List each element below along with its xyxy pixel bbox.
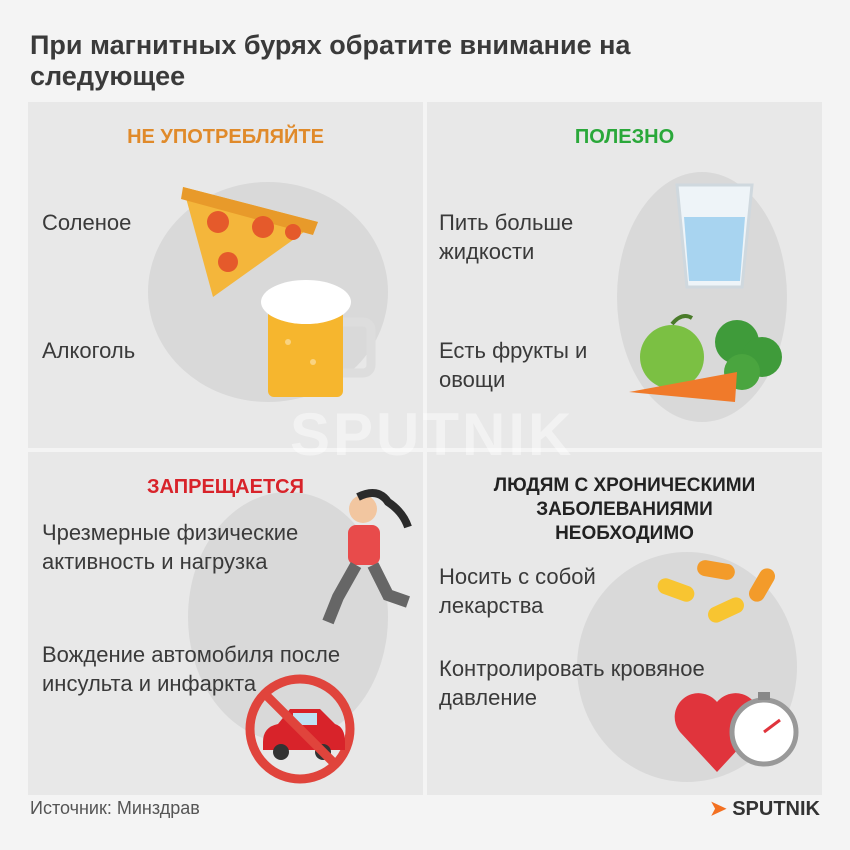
heart-pressure-icon xyxy=(674,692,799,772)
runner-icon xyxy=(322,489,412,625)
brand-name: SPUTNIK xyxy=(732,798,820,820)
item-text: Есть фрукты и овощи xyxy=(439,338,588,392)
item-text: Носить с собой лекарства xyxy=(439,564,596,618)
item-text: Пить больше жидкости xyxy=(439,210,574,264)
fruits-vegetables-icon xyxy=(629,314,782,402)
page-title: При магнитных бурях обратите внимание на… xyxy=(30,30,631,91)
panel-forbidden: ЗАПРЕЩАЕТСЯ Чрезмерные физические активн… xyxy=(28,452,423,795)
pills-icon xyxy=(657,560,775,623)
panel-useful: ПОЛЕЗНО Пить больше жидкости Есть фрукты… xyxy=(427,102,822,448)
watermark: SPUTNIK xyxy=(290,401,575,468)
panel-heading: ЗАПРЕЩАЕТСЯ xyxy=(147,476,304,498)
source-text: Источник: Минздрав xyxy=(30,798,200,818)
panel-heading: НЕ УПОТРЕБЛЯЙТЕ xyxy=(127,126,324,148)
panel-heading: ЛЮДЯМ С ХРОНИЧЕСКИМИ ЗАБОЛЕВАНИЯМИ НЕОБХ… xyxy=(493,475,756,544)
logo-arrow-icon: ➤ xyxy=(709,798,727,820)
no-car-icon xyxy=(245,674,355,784)
item-text: Соленое xyxy=(42,210,132,235)
water-glass-icon xyxy=(675,183,754,289)
item-text: Алкоголь xyxy=(42,338,136,363)
beer-icon xyxy=(261,280,376,397)
panel-heading: ПОЛЕЗНО xyxy=(574,126,675,148)
item-text: Контролировать кровяное давление xyxy=(439,656,705,710)
panel-do-not-consume: НЕ УПОТРЕБЛЯЙТЕ Соленое Алкоголь xyxy=(28,102,423,448)
pizza-icon xyxy=(181,187,318,297)
brand-logo: ➤ SPUTNIK xyxy=(710,796,820,821)
item-text: Вождение автомобиля после инсульта и инф… xyxy=(42,642,341,696)
panel-chronic-diseases: ЛЮДЯМ С ХРОНИЧЕСКИМИ ЗАБОЛЕВАНИЯМИ НЕОБХ… xyxy=(427,452,822,795)
item-text: Чрезмерные физические активность и нагру… xyxy=(42,520,299,574)
